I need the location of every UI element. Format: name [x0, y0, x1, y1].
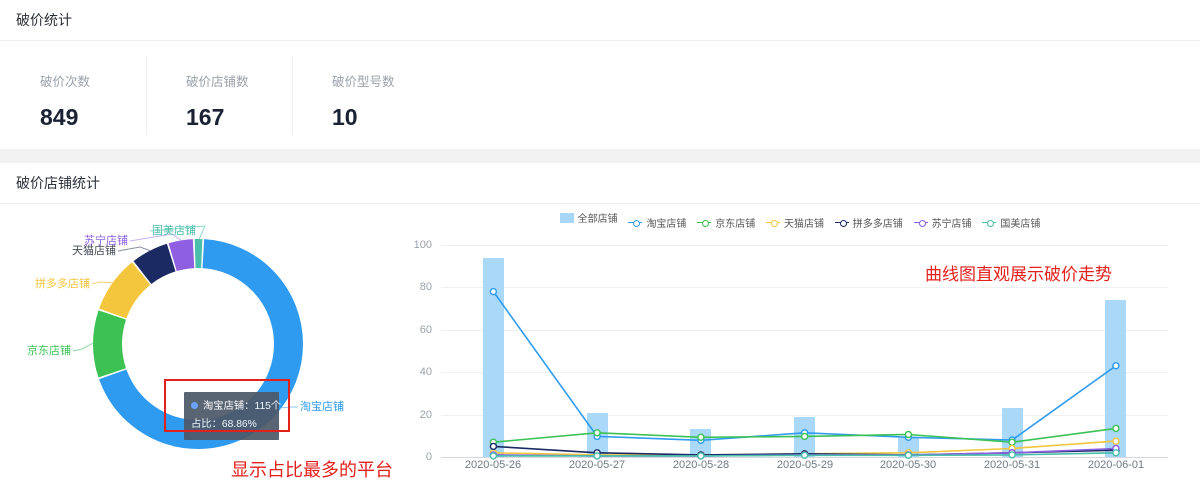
svg-text:京东店铺: 京东店铺 — [27, 343, 71, 357]
svg-text:淘宝店铺: 淘宝店铺 — [300, 399, 344, 413]
svg-text:天猫店铺: 天猫店铺 — [72, 243, 116, 257]
svg-text:拼多多店铺: 拼多多店铺 — [35, 276, 90, 290]
svg-text:国美店铺: 国美店铺 — [152, 223, 196, 237]
